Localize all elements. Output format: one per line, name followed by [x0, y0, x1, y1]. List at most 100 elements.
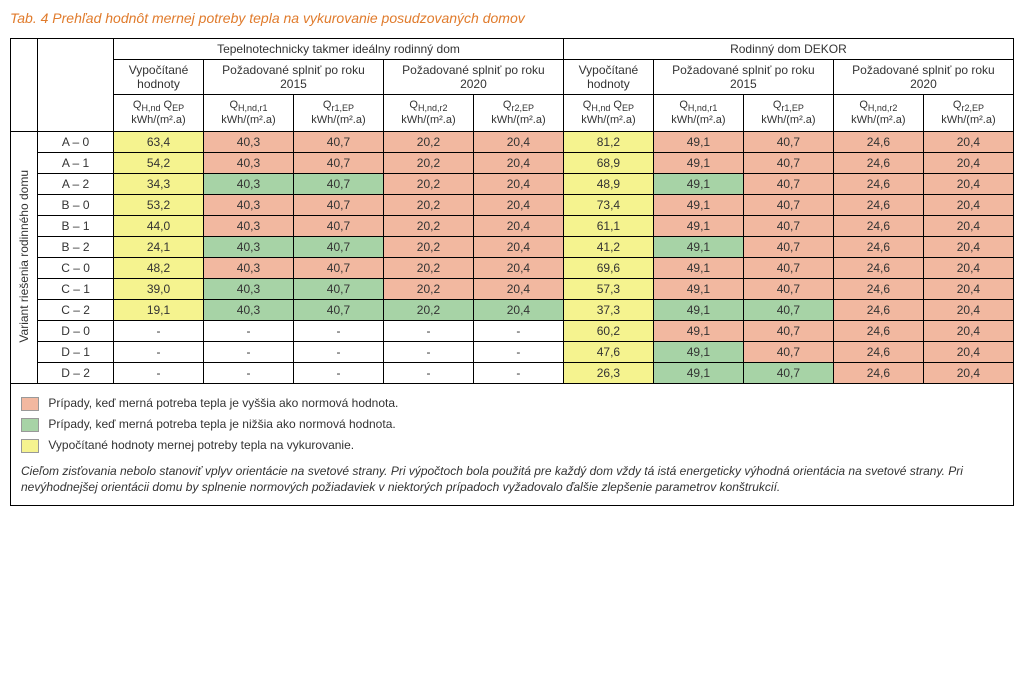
data-cell: -: [473, 342, 563, 363]
data-cell: 49,1: [653, 153, 743, 174]
data-cell: 47,6: [563, 342, 653, 363]
data-cell: 49,1: [653, 174, 743, 195]
data-cell: 81,2: [563, 132, 653, 153]
legend-row: Prípady, keď merná potreba tepla je nižš…: [21, 417, 1003, 432]
data-cell: 24,6: [833, 174, 923, 195]
data-cell: 20,4: [923, 342, 1013, 363]
data-cell: -: [473, 321, 563, 342]
variant-label: D – 1: [38, 342, 114, 363]
swatch-salmon: [21, 397, 39, 411]
data-cell: 49,1: [653, 132, 743, 153]
table-footer: Prípady, keď merná potreba tepla je vyšš…: [10, 384, 1014, 506]
variant-label: A – 0: [38, 132, 114, 153]
data-cell: 20,2: [383, 216, 473, 237]
data-cell: -: [114, 363, 204, 384]
data-cell: 24,1: [114, 237, 204, 258]
data-cell: 40,7: [743, 363, 833, 384]
data-cell: -: [203, 342, 293, 363]
data-cell: 40,3: [203, 132, 293, 153]
blank-header: [11, 39, 38, 132]
data-cell: -: [383, 363, 473, 384]
data-cell: 68,9: [563, 153, 653, 174]
data-cell: 20,4: [473, 237, 563, 258]
data-cell: 40,7: [293, 279, 383, 300]
data-cell: 24,6: [833, 195, 923, 216]
data-cell: 40,3: [203, 216, 293, 237]
swatch-green: [21, 418, 39, 432]
swatch-yellow: [21, 439, 39, 453]
data-cell: 40,3: [203, 300, 293, 321]
data-cell: -: [203, 363, 293, 384]
data-cell: 34,3: [114, 174, 204, 195]
data-cell: 24,6: [833, 321, 923, 342]
unit-header: QH,nd QEPkWh/(m².a): [563, 95, 653, 132]
variant-label: B – 1: [38, 216, 114, 237]
data-cell: -: [293, 342, 383, 363]
legend-row: Prípady, keď merná potreba tepla je vyšš…: [21, 396, 1003, 411]
data-cell: 19,1: [114, 300, 204, 321]
data-cell: 24,6: [833, 216, 923, 237]
unit-header: QH,nd QEPkWh/(m².a): [114, 95, 204, 132]
data-cell: -: [114, 342, 204, 363]
data-cell: 24,6: [833, 258, 923, 279]
section-left-header: Tepelnotechnicky takmer ideálny rodinný …: [114, 39, 564, 60]
data-cell: 40,7: [293, 300, 383, 321]
data-cell: 69,6: [563, 258, 653, 279]
data-cell: 20,4: [473, 153, 563, 174]
data-cell: 24,6: [833, 300, 923, 321]
data-cell: 40,3: [203, 195, 293, 216]
data-cell: 20,4: [923, 153, 1013, 174]
data-cell: 40,7: [743, 279, 833, 300]
data-cell: 40,3: [203, 174, 293, 195]
legend-text: Prípady, keď merná potreba tepla je vyšš…: [48, 396, 398, 410]
data-cell: 20,2: [383, 300, 473, 321]
data-cell: 39,0: [114, 279, 204, 300]
data-cell: 40,7: [743, 237, 833, 258]
data-cell: 40,3: [203, 279, 293, 300]
legend-text: Prípady, keď merná potreba tepla je nižš…: [48, 417, 395, 431]
data-cell: 20,2: [383, 153, 473, 174]
data-cell: 61,1: [563, 216, 653, 237]
variant-label: C – 1: [38, 279, 114, 300]
subheader: Vypočítané hodnoty: [114, 60, 204, 95]
unit-header: QH,nd,r2kWh/(m².a): [383, 95, 473, 132]
data-cell: 40,7: [293, 174, 383, 195]
section-right-header: Rodinný dom DEKOR: [563, 39, 1013, 60]
data-cell: -: [203, 321, 293, 342]
data-cell: 24,6: [833, 153, 923, 174]
unit-header: Qr1,EPkWh/(m².a): [743, 95, 833, 132]
data-cell: 20,4: [473, 300, 563, 321]
data-cell: 20,4: [473, 132, 563, 153]
blank-header: [38, 39, 114, 132]
row-group-label: Variant riešenia rodinného domu: [11, 132, 38, 384]
table-title: Tab. 4 Prehľad hodnôt mernej potreby tep…: [10, 10, 1014, 26]
unit-header: Qr2,EPkWh/(m².a): [923, 95, 1013, 132]
data-cell: 24,6: [833, 132, 923, 153]
data-cell: 20,2: [383, 279, 473, 300]
data-cell: -: [383, 342, 473, 363]
data-cell: 20,4: [473, 216, 563, 237]
data-cell: 40,3: [203, 258, 293, 279]
data-cell: 40,7: [743, 132, 833, 153]
data-cell: -: [473, 363, 563, 384]
unit-header: QH,nd,r1kWh/(m².a): [203, 95, 293, 132]
data-cell: 40,7: [293, 216, 383, 237]
data-cell: 20,4: [923, 216, 1013, 237]
data-cell: -: [383, 321, 473, 342]
variant-label: C – 2: [38, 300, 114, 321]
variant-label: D – 0: [38, 321, 114, 342]
variant-label: A – 1: [38, 153, 114, 174]
data-cell: 40,7: [743, 174, 833, 195]
data-cell: 20,2: [383, 132, 473, 153]
data-cell: 49,1: [653, 300, 743, 321]
unit-header: Qr1,EPkWh/(m².a): [293, 95, 383, 132]
data-cell: 40,7: [293, 195, 383, 216]
data-cell: 20,2: [383, 258, 473, 279]
data-cell: -: [293, 363, 383, 384]
data-cell: 24,6: [833, 363, 923, 384]
footnote: Cieľom zisťovania nebolo stanoviť vplyv …: [21, 463, 1003, 495]
data-cell: 40,7: [293, 153, 383, 174]
data-cell: 20,4: [923, 363, 1013, 384]
data-cell: 49,1: [653, 363, 743, 384]
subheader: Požadované splniť po roku 2015: [653, 60, 833, 95]
